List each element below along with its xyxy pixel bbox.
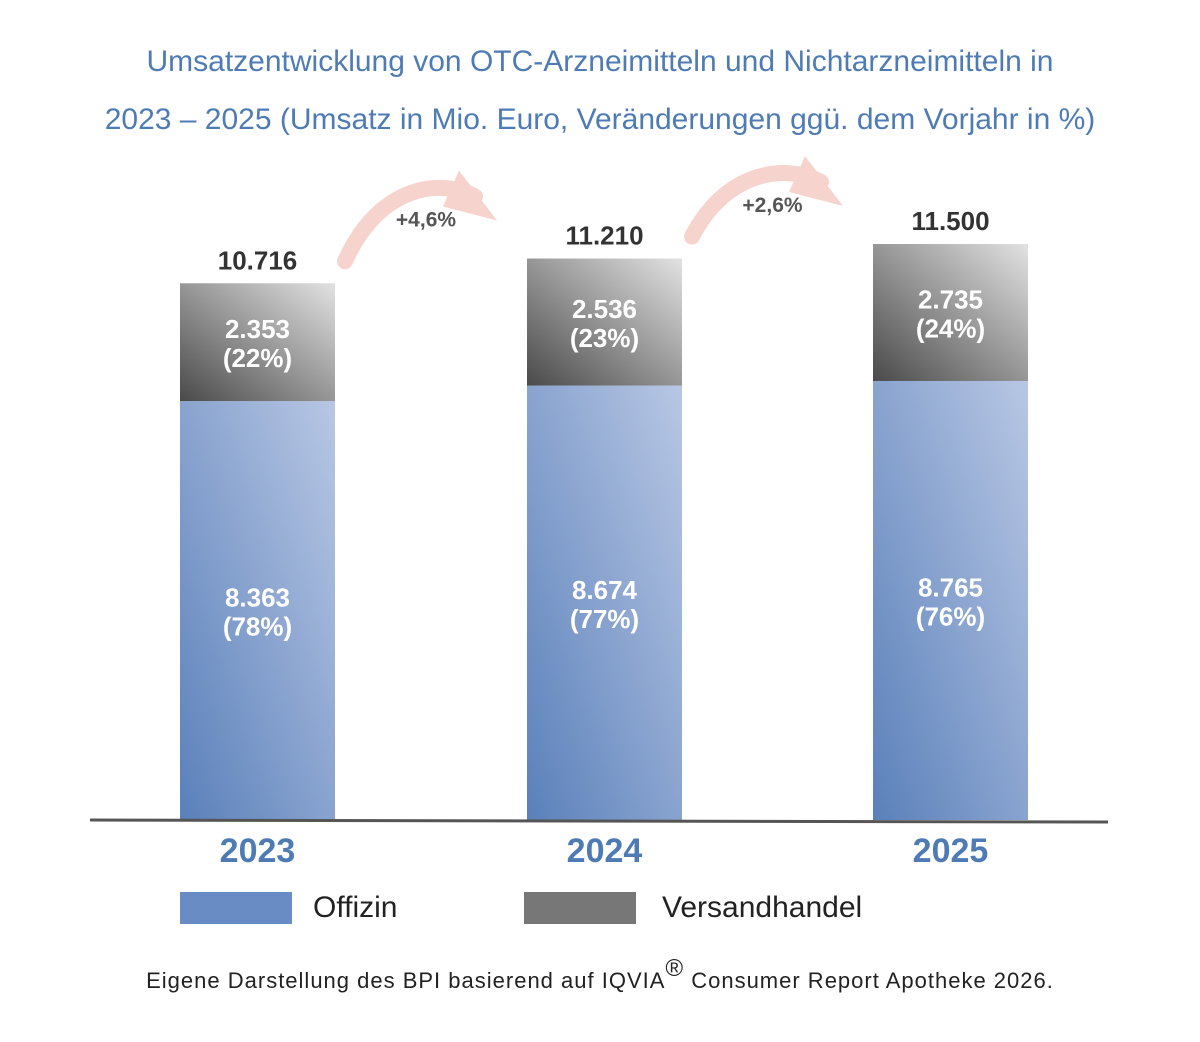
chart-title-line-2: 2023 – 2025 (Umsatz in Mio. Euro, Veränd… — [104, 103, 1096, 136]
label-offizin-value-2023: 8.363 — [225, 583, 290, 613]
growth-label-2024: +4,6% — [396, 209, 456, 232]
chart-title-line-1: Umsatzentwicklung von OTC-Arzneimitteln … — [146, 45, 1054, 78]
growth-arrowhead-2025 — [789, 156, 843, 206]
label-versandhandel-value-2025: 2.735 — [918, 284, 983, 314]
label-total-2024: 11.210 — [565, 221, 643, 251]
x-tick-label-2025: 2025 — [913, 832, 989, 870]
bar-offizin-2025 — [873, 380, 1028, 820]
x-tick-label-2024: 2024 — [567, 832, 643, 870]
label-versandhandel-share-2025: (24%) — [916, 313, 985, 343]
legend: Offizin Versandhandel — [0, 890, 1200, 930]
x-tick-label-2023: 2023 — [220, 832, 296, 870]
legend-swatch-offizin — [180, 892, 292, 924]
legend-swatch-versandhandel — [524, 892, 636, 924]
source-suffix: Consumer Report Apotheke 2026. — [684, 968, 1054, 993]
growth-label-2025: +2,6% — [742, 194, 802, 217]
bar-offizin-2024 — [527, 385, 682, 820]
label-total-2025: 11.500 — [911, 206, 989, 236]
source-prefix: Eigene Darstellung des BPI basierend auf… — [146, 968, 666, 993]
bar-versandhandel-2025 — [873, 244, 1028, 381]
label-offizin-share-2024: (77%) — [570, 604, 639, 634]
bar-offizin-2023 — [180, 401, 335, 820]
legend-label-versandhandel: Versandhandel — [662, 891, 863, 924]
stacked-bar-chart: 8.363(78%) 2.353(22%) 10.716 2023 8.674(77%)… — [89, 156, 1109, 870]
label-offizin-share-2025: (76%) — [916, 601, 985, 631]
label-versandhandel-value-2023: 2.353 — [225, 314, 290, 344]
label-versandhandel-share-2024: (23%) — [570, 323, 639, 353]
growth-arrowhead-2024 — [443, 170, 497, 221]
label-total-2023: 10.716 — [218, 245, 298, 275]
bar-versandhandel-2023 — [180, 283, 335, 402]
label-versandhandel-value-2024: 2.536 — [572, 294, 637, 324]
chart-title: Umsatzentwicklung von OTC-Arzneimitteln … — [0, 33, 1200, 149]
label-versandhandel-share-2023: (22%) — [223, 343, 292, 373]
label-offizin-value-2024: 8.674 — [572, 575, 638, 605]
bar-versandhandel-2024 — [527, 258, 682, 386]
legend-label-offizin: Offizin — [313, 891, 398, 924]
label-offizin-share-2023: (78%) — [223, 612, 292, 642]
x-axis-line — [89, 818, 1109, 824]
source-note: Eigene Darstellung des BPI basierend auf… — [0, 955, 1200, 994]
registered-mark: ® — [665, 955, 685, 982]
label-offizin-value-2025: 8.765 — [918, 572, 983, 602]
